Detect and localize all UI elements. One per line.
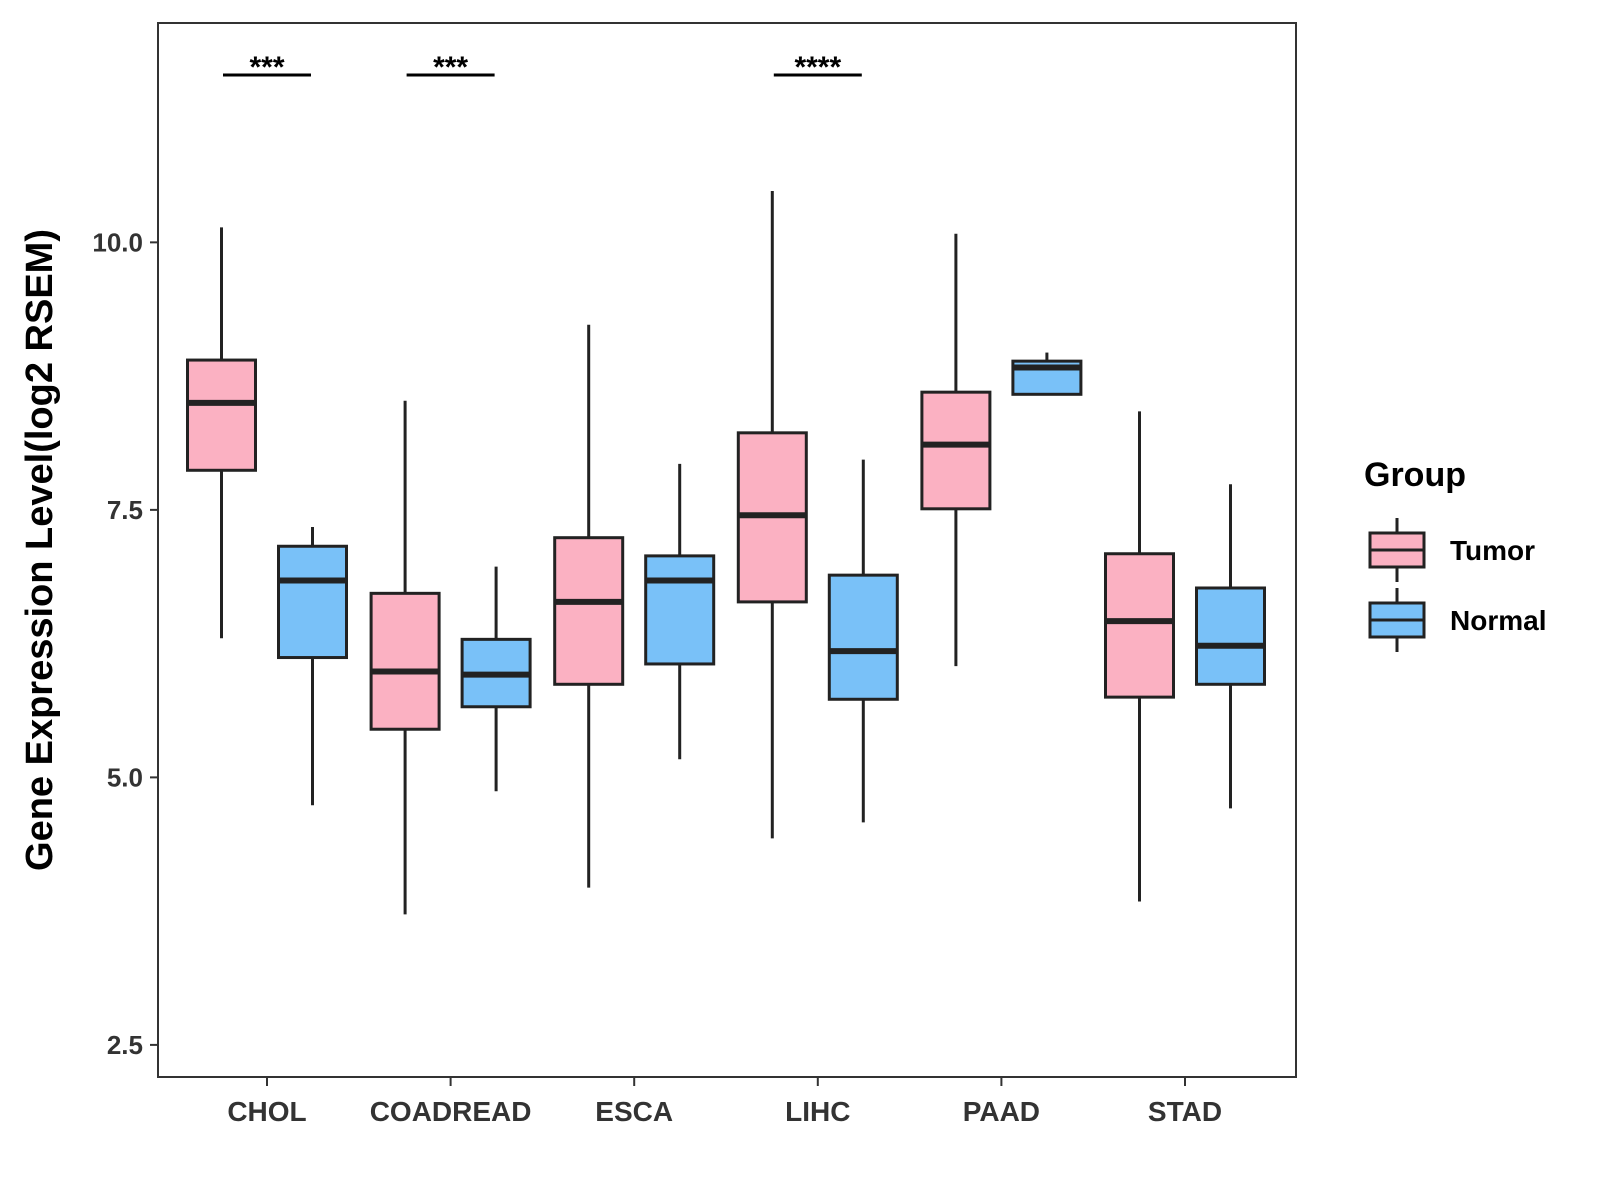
- y-tick-label: 2.5: [107, 1030, 143, 1060]
- legend-title: Group: [1364, 456, 1466, 494]
- x-tick-label: ESCA: [595, 1096, 673, 1127]
- boxes-layer: [186, 190, 1266, 915]
- legend-label: Normal: [1450, 605, 1546, 636]
- box-normal-stad: [1195, 484, 1266, 809]
- box-tumor-chol: [186, 227, 257, 639]
- box-tumor-paad: [920, 233, 992, 667]
- legend-label: Tumor: [1450, 535, 1535, 566]
- box-body: [553, 536, 625, 686]
- box-tumor-esca: [553, 324, 625, 888]
- x-tick-label: COADREAD: [370, 1096, 532, 1127]
- significance-label: ****: [794, 51, 841, 84]
- box-tumor-coadread: [369, 400, 441, 915]
- box-normal-chol: [277, 526, 348, 806]
- box-tumor-stad: [1104, 411, 1175, 902]
- box-normal-paad: [1011, 352, 1083, 396]
- box-normal-esca: [644, 463, 716, 760]
- box-body: [186, 358, 257, 472]
- significance-label: ***: [249, 51, 284, 84]
- box-body: [1104, 552, 1175, 699]
- box-body: [277, 544, 348, 660]
- box-normal-coadread: [460, 566, 532, 792]
- y-tick-label: 10.0: [92, 227, 143, 257]
- y-tick-label: 5.0: [107, 762, 143, 792]
- box-body: [644, 554, 716, 666]
- x-axis: CHOL COADREAD ESCA LIHC PAAD STAD: [227, 1077, 1222, 1127]
- legend: Group Tumor Normal: [1364, 456, 1546, 652]
- box-body: [827, 573, 899, 701]
- x-tick-label: STAD: [1148, 1096, 1222, 1127]
- y-axis: 2.5 5.0 7.5 10.0: [92, 227, 158, 1060]
- significance-layer: *** *** ****: [223, 51, 862, 84]
- x-tick-label: LIHC: [785, 1096, 850, 1127]
- box-body: [920, 390, 992, 511]
- y-axis-title: Gene Expression Level(log2 RSEM): [19, 229, 61, 871]
- y-tick-label: 7.5: [107, 495, 143, 525]
- box-normal-lihc: [827, 459, 899, 823]
- legend-key-normal: [1368, 588, 1426, 652]
- box-body: [1195, 586, 1266, 686]
- significance-label: ***: [433, 51, 468, 84]
- x-tick-label: PAAD: [963, 1096, 1040, 1127]
- legend-key-tumor: [1368, 518, 1426, 582]
- box-tumor-lihc: [736, 190, 808, 839]
- box-body: [369, 591, 441, 731]
- x-tick-label: CHOL: [227, 1096, 306, 1127]
